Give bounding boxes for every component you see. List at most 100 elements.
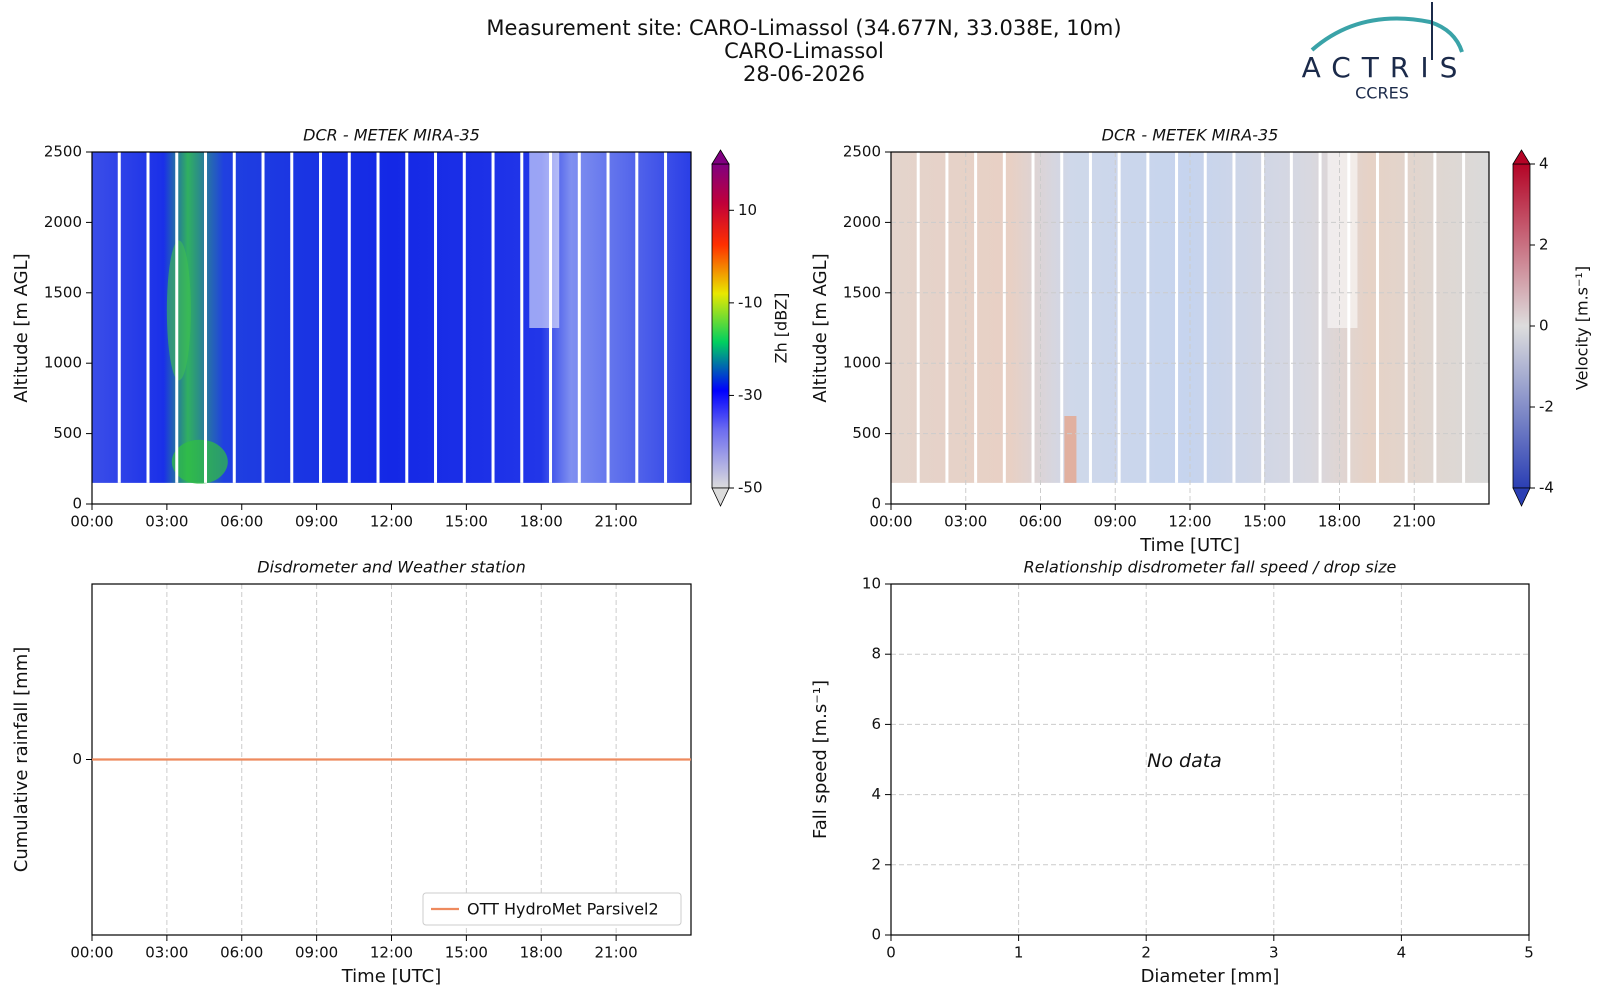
colorbar-extend — [711, 487, 730, 507]
data-gap — [347, 152, 351, 483]
data-gap — [434, 152, 438, 483]
figure-subtitle: CARO-Limassol — [724, 39, 884, 63]
x-tick-label: 3 — [1269, 944, 1279, 962]
data-gap — [232, 152, 236, 483]
radar-clear — [529, 152, 560, 328]
x-tick-label: 21:00 — [1393, 513, 1436, 531]
y-axis-label: Cumulative rainfall [mm] — [11, 647, 32, 873]
x-tick-label: 09:00 — [295, 513, 338, 531]
plot-frame — [91, 151, 692, 505]
x-tick-label: 12:00 — [370, 513, 413, 531]
data-gap — [945, 152, 949, 483]
x-tick-label: 06:00 — [220, 944, 263, 962]
data-gap — [405, 152, 409, 483]
x-tick-label: 18:00 — [1318, 513, 1361, 531]
x-tick-label: 21:00 — [595, 944, 638, 962]
data-gap — [1203, 152, 1207, 483]
colorbar-tick-label: -30 — [738, 386, 763, 404]
y-tick-label: 2500 — [843, 143, 881, 161]
legend-label: OTT HydroMet Parsivel2 — [467, 900, 659, 919]
x-tick-label: 2 — [1141, 944, 1151, 962]
x-tick-label: 15:00 — [445, 944, 488, 962]
data-gap — [1375, 152, 1379, 483]
colorbar-tick-label: -50 — [738, 479, 763, 497]
plot-frame — [890, 151, 1490, 505]
y-axis-label: Altitude [m AGL] — [810, 253, 831, 402]
colorbar-tick-label: 10 — [738, 201, 757, 219]
colorbar-tick-label: -4 — [1539, 479, 1554, 497]
x-tick-label: 09:00 — [1094, 513, 1137, 531]
x-tick-label: 03:00 — [944, 513, 987, 531]
data-gap — [1002, 152, 1006, 483]
data-gap — [319, 152, 323, 483]
data-gap — [376, 152, 380, 483]
colorbar-tick-label: 4 — [1539, 155, 1549, 173]
plot-frame — [890, 583, 1530, 936]
data-gap — [1347, 152, 1351, 483]
logo: ACTRIS CCRES — [1302, 2, 1464, 103]
x-tick-label: 0 — [886, 944, 896, 962]
legend-box — [422, 892, 682, 926]
data-gap — [1404, 152, 1408, 483]
colorbar-tick-label: -10 — [738, 293, 763, 311]
x-tick-label: 03:00 — [145, 944, 188, 962]
logo-arc — [1310, 16, 1464, 53]
data-gap — [117, 152, 121, 483]
y-axis-label: Altitude [m AGL] — [11, 253, 32, 402]
x-tick-label: 15:00 — [1243, 513, 1286, 531]
data-gap — [462, 152, 466, 483]
radar-echo — [1064, 416, 1077, 483]
y-tick-label: 2 — [871, 855, 881, 873]
x-tick-label: 03:00 — [145, 513, 188, 531]
y-tick-label: 0 — [72, 750, 82, 768]
data-gap — [577, 152, 581, 483]
data-gap — [1088, 152, 1092, 483]
data-gap — [261, 152, 265, 483]
data-gap — [204, 152, 208, 483]
panel-title: DCR - METEK MIRA-35 — [1102, 126, 1279, 145]
x-axis-label: Diameter [mm] — [1141, 966, 1280, 987]
x-tick-label: 1 — [1014, 944, 1024, 962]
panel: 00:00 03:00 06:00 09:00 12:00 15:00 18:00 21:00… — [11, 126, 791, 531]
logo-subtext: CCRES — [1355, 84, 1409, 103]
y-tick-label: 8 — [871, 645, 881, 663]
colorbar-tick-label: -2 — [1539, 398, 1554, 416]
x-axis-label: Time [UTC] — [341, 966, 442, 987]
x-tick-label: 4 — [1397, 944, 1407, 962]
data-gap — [549, 152, 553, 483]
data-gap — [1060, 152, 1064, 483]
y-tick-label: 4 — [871, 785, 881, 803]
y-tick-label: 0 — [72, 495, 82, 513]
figure-title: Measurement site: CARO-Limassol (34.677N… — [486, 16, 1121, 40]
data-gap — [974, 152, 978, 483]
x-tick-label: 18:00 — [520, 944, 563, 962]
data-gap — [175, 152, 179, 483]
panel: 00:00 03:00 06:00 09:00 12:00 15:00 18:00 21:00… — [810, 126, 1592, 557]
colorbar-extend — [711, 149, 730, 165]
y-tick-label: 1500 — [44, 283, 82, 301]
data-gap — [1031, 152, 1035, 483]
y-tick-label: 1000 — [44, 354, 82, 372]
panel-title: Disdrometer and Weather station — [257, 558, 525, 577]
colorbar — [1512, 163, 1531, 489]
y-tick-label: 1500 — [843, 283, 881, 301]
x-tick-label: 06:00 — [1019, 513, 1062, 531]
data-gap — [664, 152, 668, 483]
x-tick-label: 5 — [1524, 944, 1534, 962]
data-gap — [1117, 152, 1121, 483]
x-tick-label: 21:00 — [595, 513, 638, 531]
colorbar-tick-label: 2 — [1539, 236, 1549, 254]
y-tick-label: 0 — [871, 495, 881, 513]
radar-image — [92, 152, 691, 483]
y-tick-label: 0 — [871, 926, 881, 944]
data-gap — [916, 152, 920, 483]
x-tick-label: 12:00 — [370, 944, 413, 962]
data-gap — [1175, 152, 1179, 483]
data-gap — [1146, 152, 1150, 483]
data-gap — [1462, 152, 1466, 483]
y-tick-label: 2000 — [44, 213, 82, 231]
x-axis-label: Time [UTC] — [1139, 535, 1240, 556]
panel: 0 1 2 3 4 5 0 2 4 6 8 10 Relationship disdrometer fa… — [810, 558, 1534, 988]
colorbar-extend — [1512, 487, 1531, 507]
radar-echo — [171, 439, 228, 484]
